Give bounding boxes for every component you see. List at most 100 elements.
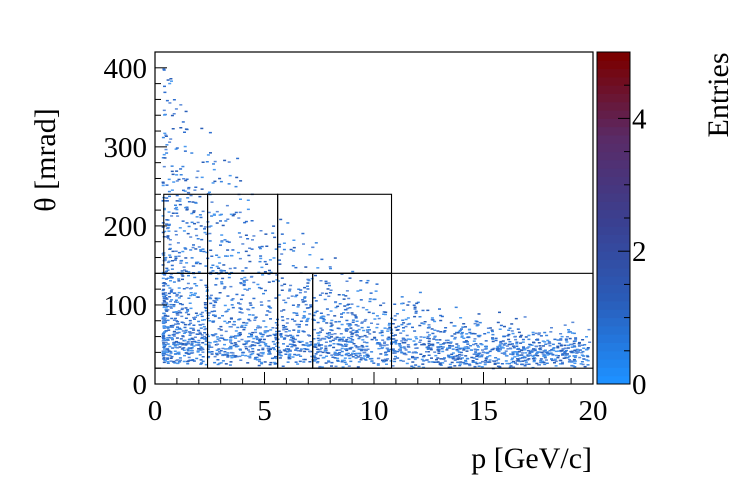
data-point [527,334,531,337]
data-point [251,341,255,343]
data-point [224,220,228,222]
data-point [242,328,246,331]
data-point [376,364,380,366]
data-point [285,351,289,353]
data-point [477,346,480,348]
data-point [548,350,552,352]
data-point [258,360,261,363]
data-point [184,317,188,319]
data-point [329,267,332,270]
data-point [522,347,525,349]
data-point [217,256,221,259]
data-point [530,344,534,346]
data-point [207,350,211,353]
data-point [328,284,331,287]
data-point [357,328,361,331]
data-point [249,304,253,306]
data-point [282,338,286,340]
data-point [362,341,366,343]
data-point [268,259,272,261]
data-point [204,284,208,287]
data-point [277,294,281,296]
data-point [355,330,359,332]
data-point [174,301,177,303]
data-point [377,342,381,344]
data-point [251,331,255,334]
data-point [292,312,296,314]
data-point [274,248,278,250]
data-point [280,310,283,312]
data-point [203,303,207,306]
data-point [447,366,451,369]
data-point [238,332,242,334]
data-point [247,318,251,321]
data-point [361,339,365,341]
data-point [166,319,170,322]
data-point [581,344,584,346]
data-point [515,352,519,354]
data-point [515,353,519,355]
data-point [330,324,334,326]
data-point [269,318,272,320]
data-point [534,345,538,347]
data-point [413,358,417,361]
data-point [291,335,295,338]
data-point [282,349,286,351]
data-point [516,355,520,357]
data-point [179,104,183,106]
data-point [546,339,550,342]
data-point [186,352,190,355]
data-point [568,360,572,362]
data-point [209,266,213,269]
data-point [437,352,441,354]
data-point [297,353,301,356]
data-point [519,342,523,344]
data-point [259,338,262,341]
data-point [200,238,204,241]
data-point [567,361,571,363]
data-point [212,213,216,215]
data-point [404,349,408,351]
data-point [169,357,173,359]
data-point [187,343,191,345]
data-point [330,333,334,336]
data-point [453,365,457,367]
data-point [337,343,341,346]
data-point [210,351,214,353]
data-point [168,256,172,258]
data-point [362,352,366,354]
data-point [269,348,273,351]
data-point [190,342,194,345]
data-point [162,69,166,71]
data-point [356,356,360,358]
data-point [375,339,378,341]
y-axis-title: θ [mrad] [29,108,62,212]
data-point [216,338,220,340]
data-point [305,320,309,323]
data-point [345,338,349,341]
data-point [511,357,514,359]
data-point [168,243,172,246]
data-point [536,351,540,353]
data-point [238,303,242,305]
data-point [284,353,288,355]
data-point [290,336,293,339]
data-point [511,332,515,335]
data-point [297,288,301,290]
data-point [278,243,282,246]
data-point [196,314,200,317]
data-point [273,236,277,239]
data-point [295,347,299,350]
data-point [248,351,252,353]
data-point [462,349,466,351]
data-point [305,324,309,326]
data-point [294,361,298,363]
data-point [469,349,473,351]
data-point [162,338,166,341]
data-point [354,331,358,334]
data-point [260,266,264,269]
data-point [266,335,270,337]
data-point [473,338,477,340]
data-point [332,343,336,345]
data-point [287,330,291,332]
